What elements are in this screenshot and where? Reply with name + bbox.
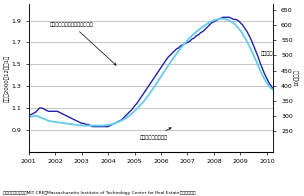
Text: 構範物投資（右軸）: 構範物投資（右軸） <box>140 128 171 140</box>
Text: 資料：米国商務省、MIT CRE（Massachusetts Institute of Technology Center for Real Estate）から: 資料：米国商務省、MIT CRE（Massachusetts Institute… <box>3 191 195 195</box>
Y-axis label: 10億ドル: 10億ドル <box>294 70 300 86</box>
Text: （年月）: （年月） <box>261 51 274 56</box>
Y-axis label: 指数（2000年12月＝1）: 指数（2000年12月＝1） <box>4 54 10 102</box>
Text: 商業用不動産価格指数（左軸）: 商業用不動産価格指数（左軸） <box>50 22 116 65</box>
